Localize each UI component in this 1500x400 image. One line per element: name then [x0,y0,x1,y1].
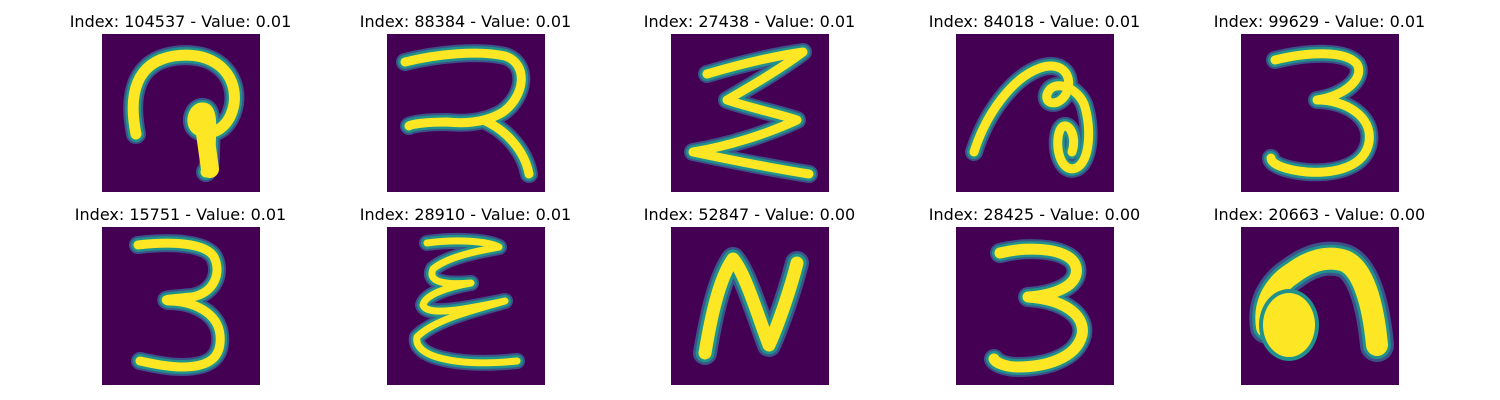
panel-title: Index: 27438 - Value: 0.01 [643,12,856,31]
panel-title: Index: 15751 - Value: 0.01 [74,205,287,224]
digit-image-10 [1241,227,1399,385]
digit-image-6 [102,227,260,385]
digit-image-8 [671,227,829,385]
digit-image-3 [671,34,829,192]
panel-title: Index: 104537 - Value: 0.01 [69,12,292,31]
panel-title: Index: 28910 - Value: 0.01 [359,205,572,224]
digit-image-9 [956,227,1114,385]
panel-title: Index: 20663 - Value: 0.00 [1213,205,1426,224]
panel-title: Index: 28425 - Value: 0.00 [928,205,1141,224]
digit-image-5 [1241,34,1399,192]
digit-image-1 [102,34,260,192]
digit-image-7 [387,227,545,385]
digit-image-4 [956,34,1114,192]
panel-title: Index: 88384 - Value: 0.01 [359,12,572,31]
digit-image-2 [387,34,545,192]
panel-title: Index: 84018 - Value: 0.01 [928,12,1141,31]
panel-title: Index: 99629 - Value: 0.01 [1213,12,1426,31]
panel-title: Index: 52847 - Value: 0.00 [643,205,856,224]
